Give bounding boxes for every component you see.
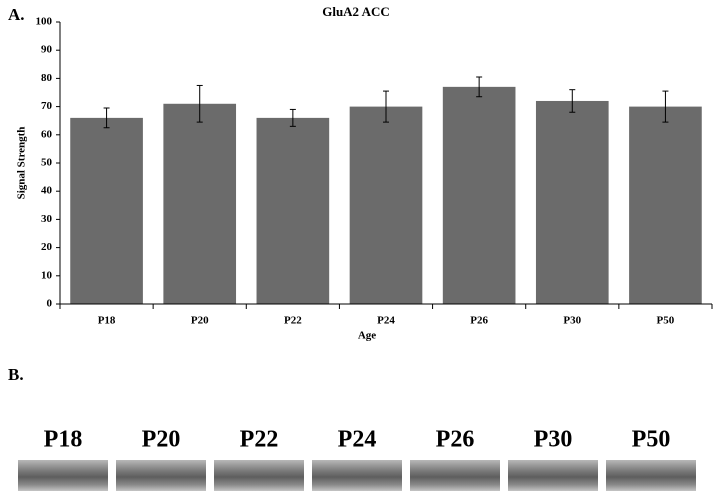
lane-label: P22	[240, 427, 279, 453]
lane-label: P20	[142, 427, 181, 453]
lane-label: P30	[534, 427, 573, 453]
x-tick-label: P24	[377, 315, 395, 327]
x-tick-label: P26	[470, 315, 488, 327]
y-tick-label: 100	[36, 16, 53, 28]
y-tick-label: 80	[41, 72, 53, 84]
chart-title: GluA2 ACC	[322, 4, 390, 19]
blot-band	[214, 460, 304, 491]
y-tick-label: 20	[41, 241, 53, 253]
y-axis-label: Signal Strength	[16, 127, 28, 200]
y-tick-label: 60	[41, 128, 53, 140]
lane-label: P24	[338, 427, 377, 453]
bar	[163, 103, 237, 304]
y-tick-label: 0	[47, 298, 53, 310]
y-tick-label: 40	[41, 185, 53, 197]
bar	[629, 106, 702, 304]
y-tick-label: 30	[41, 213, 53, 225]
x-axis-label: Age	[358, 330, 376, 342]
bar	[349, 106, 423, 304]
lane-label: P26	[436, 427, 475, 453]
panel-label: A.	[8, 5, 25, 24]
blot-band	[18, 460, 108, 491]
x-tick-label: P20	[191, 315, 209, 327]
blot-band	[508, 460, 598, 491]
panel-label: B.	[8, 365, 24, 384]
bar	[442, 86, 516, 304]
blot-band	[606, 460, 696, 491]
y-tick-label: 70	[41, 100, 53, 112]
lane-label: P18	[44, 427, 83, 453]
y-tick-label: 90	[41, 44, 53, 56]
lane-label: P50	[632, 427, 671, 453]
blot-band	[312, 460, 402, 491]
bar	[256, 117, 330, 304]
x-tick-label: P50	[657, 315, 675, 327]
x-tick-label: P30	[563, 315, 581, 327]
blot-band	[116, 460, 206, 491]
bar	[535, 100, 609, 305]
x-tick-label: P18	[98, 315, 116, 327]
bar	[70, 117, 143, 304]
y-tick-label: 50	[41, 157, 53, 169]
y-tick-label: 10	[41, 269, 53, 281]
blot-band	[410, 460, 500, 491]
x-tick-label: P22	[284, 315, 302, 327]
